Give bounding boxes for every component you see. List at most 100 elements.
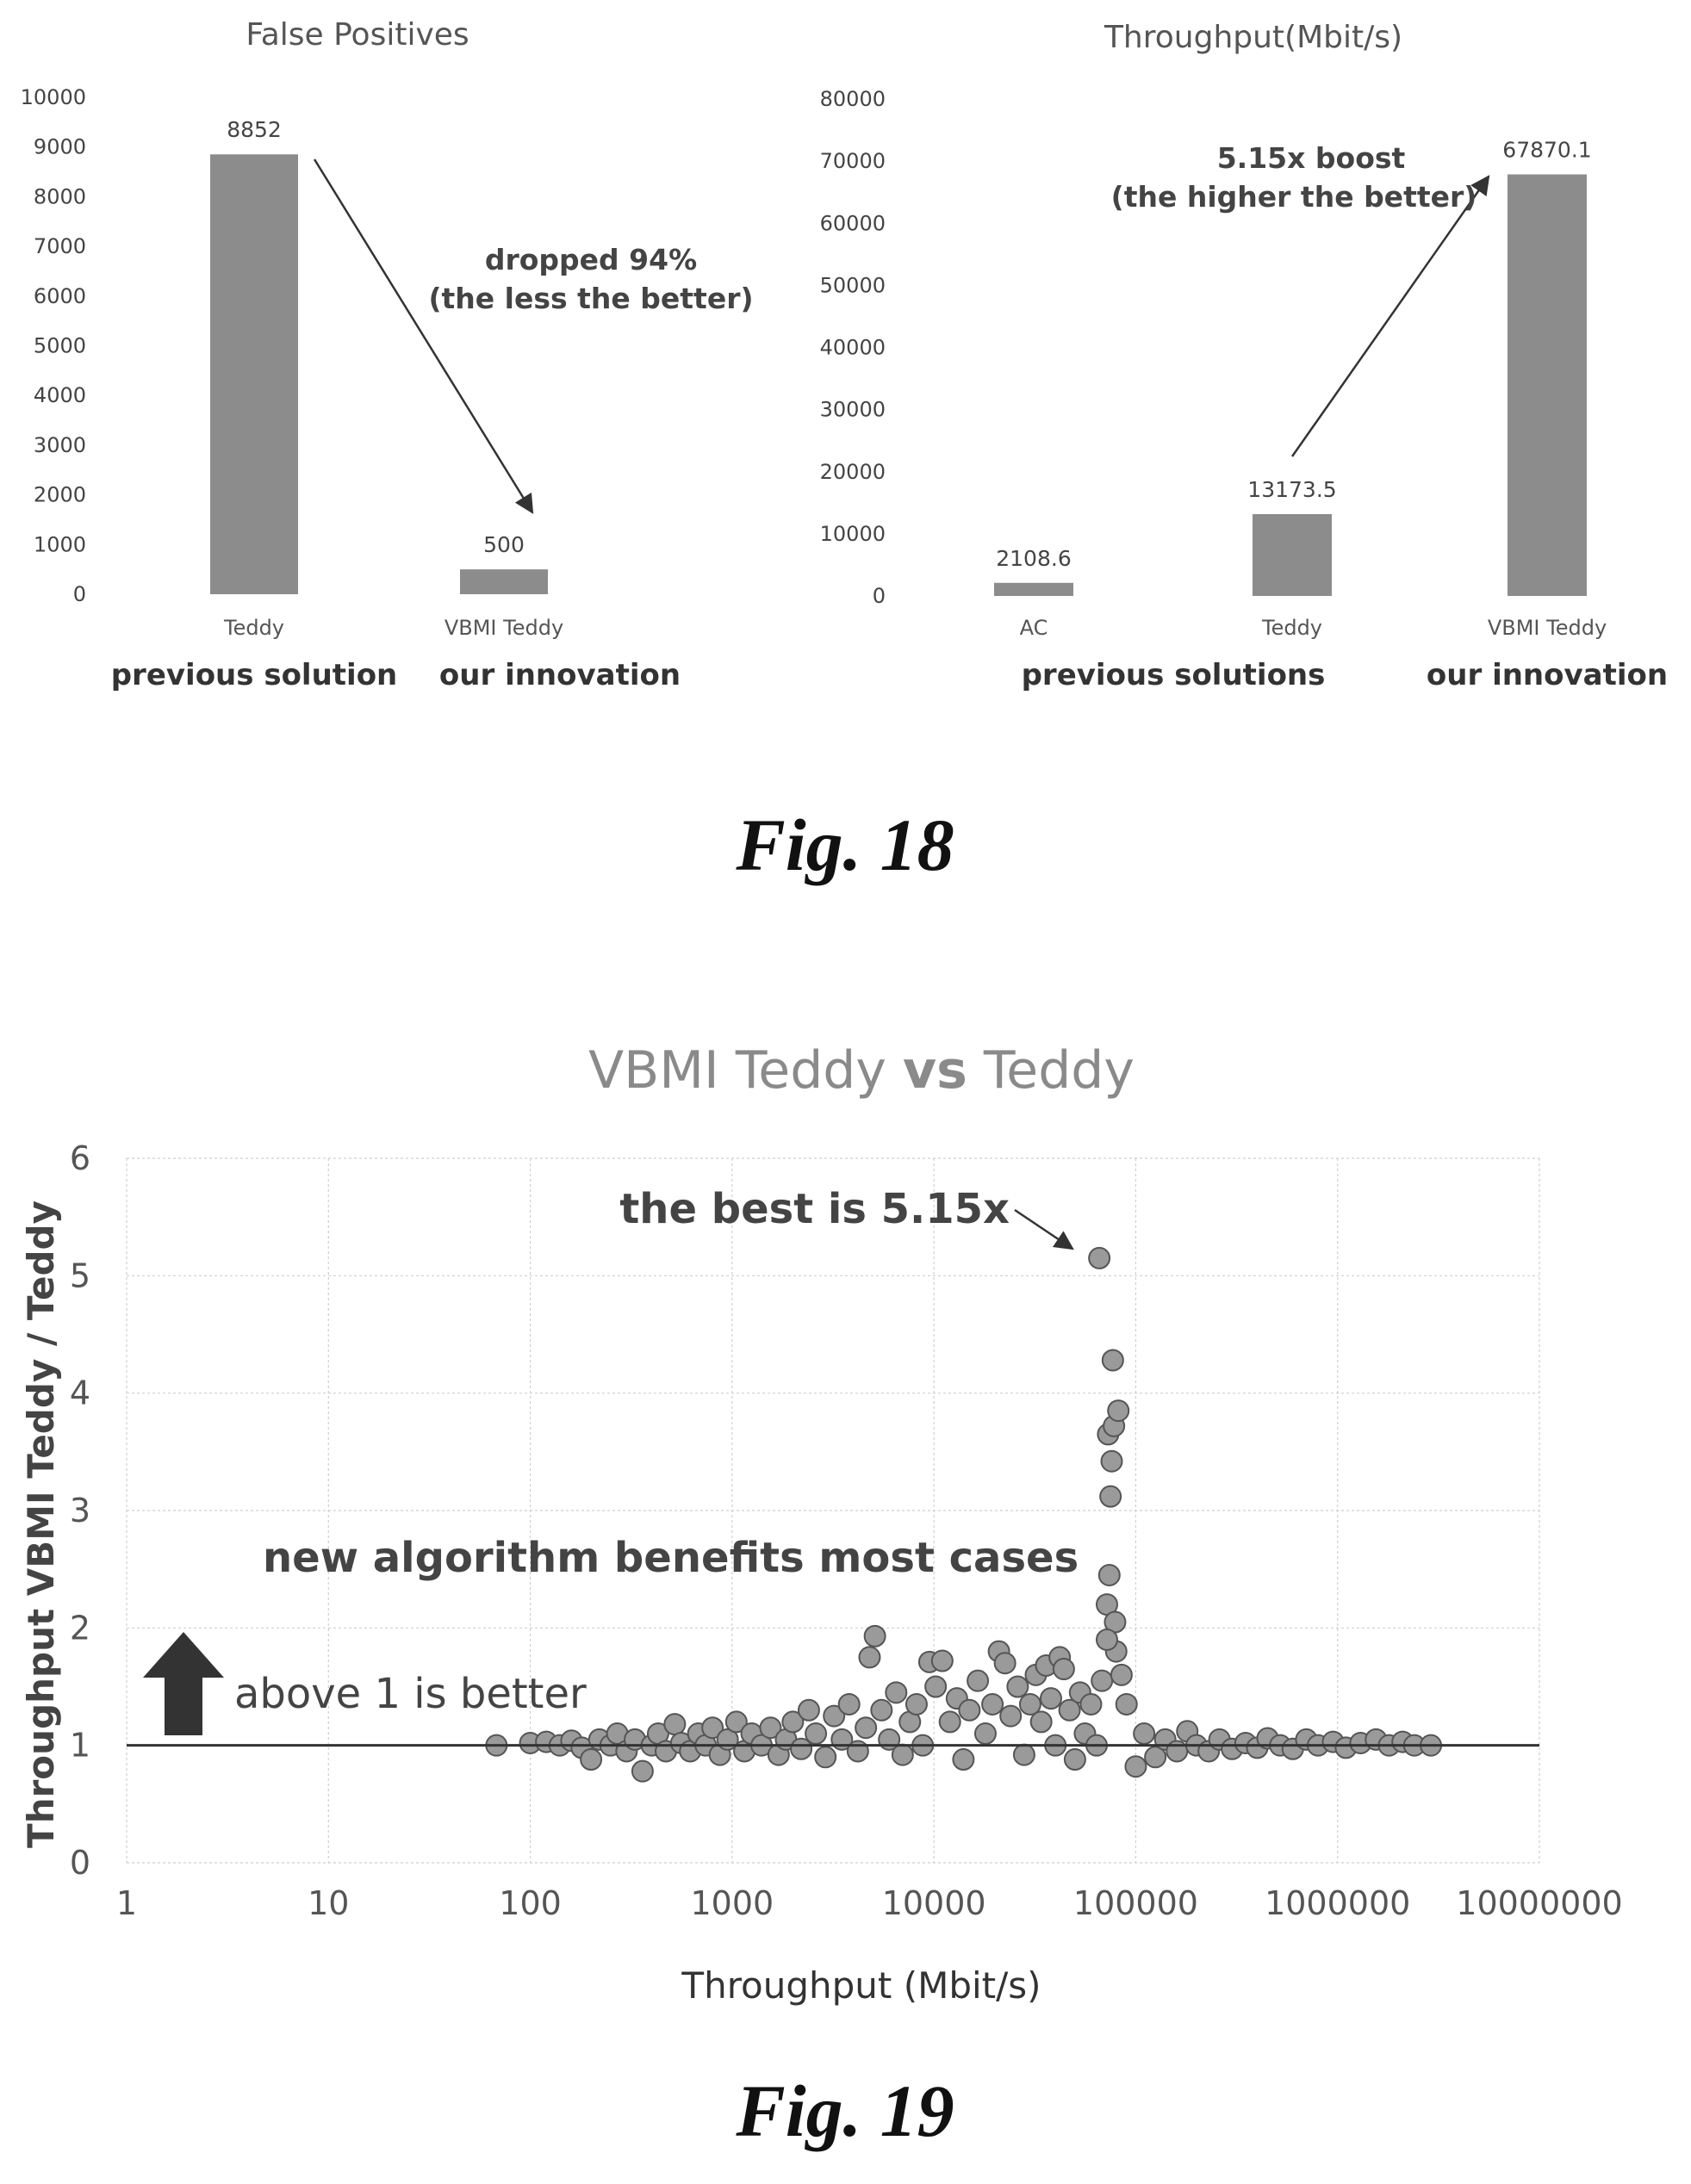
- y-tick-label: 10000: [820, 522, 886, 546]
- group-label-previous: previous solution: [111, 658, 398, 692]
- best-arrow: [1014, 1208, 1074, 1250]
- data-point: [846, 1740, 869, 1763]
- data-label: 8852: [227, 117, 282, 142]
- y-tick-label: 10000: [21, 85, 86, 109]
- benefit-annotation: new algorithm benefits most cases: [263, 1534, 1079, 1582]
- title-part-2: Teddy: [967, 1040, 1135, 1101]
- boost-annotation-line1: 5.15x boost: [1217, 141, 1406, 175]
- data-point: [1101, 1349, 1124, 1372]
- data-point: [814, 1746, 837, 1769]
- y-tick-label: 2000: [34, 483, 86, 507]
- data-point: [952, 1748, 975, 1771]
- x-category-label: VBMI Teddy: [445, 616, 563, 640]
- data-point: [1052, 1658, 1075, 1681]
- data-point: [701, 1716, 724, 1740]
- data-point: [1029, 1710, 1053, 1734]
- data-point: [870, 1698, 893, 1722]
- data-point: [891, 1743, 914, 1766]
- y-tick-label: 6000: [34, 284, 86, 308]
- scatter-chart: VBMI Teddy vs Teddy 1 10 100 1000 10000 10000…: [20, 1040, 1623, 2007]
- data-point: [1091, 1669, 1114, 1692]
- data-point: [823, 1704, 846, 1728]
- above-annotation: above 1 is better: [234, 1670, 587, 1718]
- up-arrow-icon: [143, 1632, 224, 1735]
- data-point: [1099, 1485, 1122, 1508]
- data-point: [1097, 1563, 1121, 1586]
- bars: [994, 174, 1587, 596]
- x-tick-label: 10: [308, 1884, 349, 1922]
- boost-annotation-line2: (the higher the better): [1111, 180, 1477, 214]
- data-point: [1166, 1740, 1189, 1763]
- bar-teddy: [210, 154, 298, 594]
- data-point: [580, 1748, 603, 1771]
- data-point: [790, 1737, 813, 1760]
- data-point: [805, 1722, 828, 1746]
- y-tick-label: 9000: [34, 135, 86, 159]
- data-point: [781, 1710, 805, 1734]
- y-tick-label: 4: [70, 1374, 90, 1412]
- data-point: [1088, 1246, 1111, 1269]
- data-point: [1012, 1743, 1035, 1766]
- data-point: [1039, 1687, 1062, 1710]
- x-tick-label: 10000000: [1456, 1884, 1622, 1922]
- data-labels: 8852 500: [227, 117, 525, 557]
- x-axis-labels: AC Teddy VBMI Teddy: [1020, 616, 1607, 640]
- group-label-innovation: our innovation: [439, 658, 681, 692]
- data-point: [631, 1759, 654, 1783]
- y-tick-label: 6: [70, 1139, 90, 1177]
- y-tick-label: 8000: [34, 184, 86, 208]
- chart-title: Throughput(Mbit/s): [1104, 20, 1402, 55]
- data-point: [1096, 1628, 1119, 1651]
- y-tick-label: 40000: [820, 336, 886, 360]
- data-point: [958, 1698, 981, 1722]
- title-part-vs: vs: [903, 1040, 967, 1101]
- data-point: [759, 1716, 782, 1740]
- figure-19-caption: Fig. 19: [735, 2069, 954, 2152]
- y-tick-label: 5: [70, 1256, 90, 1294]
- x-axis-labels: Teddy VBMI Teddy: [223, 616, 563, 640]
- data-point: [1079, 1692, 1103, 1716]
- group-label-previous: previous solutions: [1022, 658, 1326, 692]
- x-category-label: Teddy: [1261, 616, 1322, 640]
- data-label: 500: [483, 532, 525, 557]
- chart-title: VBMI Teddy vs Teddy: [588, 1040, 1135, 1101]
- x-tick-label: 100: [499, 1884, 562, 1922]
- data-point: [905, 1692, 928, 1716]
- data-labels: 2108.6 13173.5 67870.1: [996, 137, 1591, 570]
- data-label: 13173.5: [1247, 477, 1336, 502]
- bar-teddy: [1253, 513, 1332, 596]
- data-point: [1100, 1449, 1123, 1473]
- y-tick-label: 0: [873, 584, 886, 608]
- y-tick-label: 60000: [820, 211, 886, 235]
- x-tick-label: 10000: [882, 1884, 986, 1922]
- x-tick-label: 100000: [1073, 1884, 1198, 1922]
- drop-annotation-line2: (the less the better): [428, 282, 753, 315]
- x-tick-label: 1000000: [1265, 1884, 1410, 1922]
- y-tick-label: 70000: [820, 149, 886, 173]
- group-label-innovation: our innovation: [1427, 658, 1668, 692]
- throughput-chart: Throughput(Mbit/s) 0 10000 20000 30000 40000…: [820, 20, 1668, 692]
- false-positives-chart: False Positives 0 1000 2000 3000 4000 5000 600…: [21, 17, 754, 692]
- data-point: [885, 1681, 908, 1704]
- x-tick-label: 1: [116, 1884, 137, 1922]
- y-tick-label: 50000: [820, 273, 886, 297]
- data-point: [855, 1716, 878, 1740]
- y-tick-label: 2: [70, 1609, 90, 1647]
- y-axis-ticks: 0 1000 2000 3000 4000 5000 6000 7000 8000 9000 100…: [21, 85, 86, 606]
- data-point: [1115, 1692, 1138, 1716]
- bar-vbmi-teddy: [460, 569, 548, 594]
- data-point: [837, 1692, 861, 1716]
- data-point: [1006, 1675, 1029, 1698]
- data-point: [858, 1646, 881, 1669]
- best-annotation: the best is 5.15x: [619, 1185, 1010, 1233]
- y-tick-label: 3000: [34, 433, 86, 457]
- data-point: [1110, 1663, 1133, 1686]
- y-axis-ticks: 0 10000 20000 30000 40000 50000 60000 70000 8000…: [820, 87, 886, 608]
- y-tick-label: 3: [70, 1492, 90, 1529]
- y-axis-label: Throughput VBMI Teddy / Teddy: [20, 1201, 62, 1848]
- drop-annotation-line1: dropped 94%: [485, 243, 697, 276]
- y-tick-label: 0: [73, 582, 86, 606]
- y-tick-label: 80000: [820, 87, 886, 111]
- data-point: [938, 1710, 961, 1734]
